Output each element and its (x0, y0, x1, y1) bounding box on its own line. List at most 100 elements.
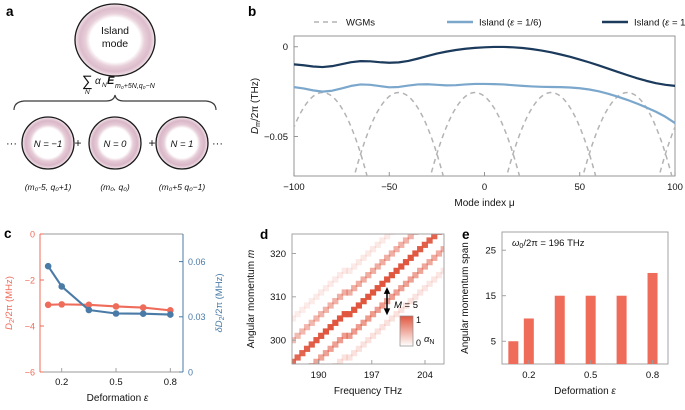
heatmap-cell (365, 315, 372, 322)
heatmap-cell (346, 267, 353, 274)
heatmap-cell (384, 276, 391, 283)
panel-b-chart: 0 −0.05 −100 −50 0 50 100 Mode index μ Dm/2π (TH… (232, 18, 685, 212)
heatmap-dots (292, 224, 451, 373)
m-span-annotation: M = 5 (394, 300, 418, 311)
ellipsis-right: ··· (212, 138, 223, 150)
heatmap-cell (445, 242, 451, 248)
heatmap-cell (328, 367, 334, 373)
heatmap-cell (313, 337, 320, 344)
component-label-2: N = 0 (104, 139, 128, 150)
x-axis-label: Mode index μ (454, 198, 514, 209)
component-caption-2: (m₀, q₀) (100, 182, 130, 192)
alpha-symbol: α (95, 76, 101, 87)
heatmap-cell (346, 311, 353, 318)
plus-sign-2: + (148, 136, 155, 150)
heatmap-cell (379, 302, 386, 309)
component-label-1: N = −1 (34, 139, 63, 150)
heatmap-cell (407, 254, 414, 261)
data-point (167, 311, 174, 318)
heatmap-cell (336, 315, 344, 322)
m-span-arrow (383, 287, 391, 316)
y-tick-label: 5 (491, 337, 496, 348)
heatmap-cell (417, 289, 424, 296)
heatmap-cell (308, 319, 315, 326)
bar (508, 341, 519, 364)
heatmap-cell (421, 241, 428, 248)
panel-d-label: d (260, 227, 269, 242)
data-point (139, 310, 147, 317)
heatmap-cell (379, 280, 386, 287)
series-line-left (48, 303, 171, 312)
x-axis-label: Deformation ε (87, 393, 149, 404)
x-tick-label: 0.5 (109, 377, 122, 388)
heatmap-cell (417, 224, 423, 230)
island-mode-label-line2: mode (102, 38, 128, 50)
component-circle-3 (155, 116, 209, 170)
heatmap-cell (327, 324, 334, 331)
heatmap-cell (421, 263, 428, 270)
frequency-annotation: ω0/2π = 196 THz (512, 238, 585, 250)
heatmap-cell (417, 246, 424, 253)
bar (616, 295, 627, 364)
x-axis-label: Frequency THz (334, 386, 402, 397)
heatmap-cell (388, 272, 395, 279)
y-tick-label: 310 (270, 292, 286, 303)
component-label-3: N = 1 (171, 139, 194, 150)
bar (554, 295, 565, 364)
heatmap-cell (369, 267, 377, 274)
legend-label: WGMs (346, 18, 375, 29)
wgm-arch-curve (232, 93, 319, 212)
heatmap-cell (303, 302, 311, 309)
heatmap-cell (369, 246, 377, 253)
panel-a-diagram: Island mode ∑ N α N E m₀+5N,q₀−N N = −1 … (6, 3, 223, 192)
heatmap-cell (407, 234, 414, 240)
panel-a: a Island mode ∑ (0, 0, 230, 212)
heatmap-cell (346, 332, 353, 339)
heatmap-cell (374, 241, 381, 248)
heatmap-cell (402, 259, 410, 266)
brace (13, 94, 217, 111)
panel-a-label: a (6, 4, 14, 19)
heatmap-cell (426, 259, 433, 266)
x-axis-label: Deformation ε (554, 386, 616, 397)
heatmap-cell (341, 267, 348, 274)
plot-frame (293, 35, 676, 177)
heatmap-cell (435, 272, 443, 279)
plus-sign-1: + (74, 136, 81, 150)
heatmap-cell (412, 272, 419, 279)
heatmap-cell (308, 341, 315, 348)
x-tick-label: 0.8 (646, 370, 659, 381)
y-tick-label-left: −4 (25, 321, 35, 331)
heatmap-cell (398, 263, 405, 270)
x-tick-label: −50 (381, 182, 397, 193)
heatmap-cell (327, 302, 334, 309)
panel-d: d 300 310 320 190 197 204 Frequency THz Angular… (232, 212, 454, 410)
heatmap-cell (412, 293, 419, 300)
heatmap-cell (412, 234, 419, 235)
panel-c: c 0 −2 −4 −6 0 0.03 0.06 0.2 0.5 0.8 Deformation ε… (0, 212, 232, 410)
y-axis-label: Angular momentum span (460, 242, 471, 354)
heatmap-cell (426, 280, 433, 287)
heatmap-cell (398, 306, 405, 313)
heatmap-cell (431, 276, 438, 283)
heatmap-cell (327, 280, 334, 287)
x-tick-label: 100 (667, 182, 683, 193)
heatmap-cell (393, 311, 400, 318)
bar (585, 295, 596, 364)
heatmap-cell (341, 289, 348, 296)
y-tick-label-left: 0 (30, 229, 35, 239)
heatmap-cell (384, 254, 391, 261)
y-axis-label: Dm/2π (THz) (250, 78, 262, 134)
island-mode-label-line1: Island (101, 25, 129, 37)
heatmap-cell (374, 306, 381, 313)
heatmap-cell (299, 306, 306, 313)
heatmap-cell (369, 332, 377, 339)
island-mode-circle (74, 3, 156, 77)
heatmap-cell (398, 241, 405, 248)
heatmap-cell (369, 289, 377, 296)
component-circle-2 (88, 116, 142, 170)
y-tick-label-right: 0 (188, 367, 193, 377)
x-tick-label: 0.2 (522, 370, 535, 381)
heatmap-cell (412, 250, 419, 257)
data-point (85, 301, 93, 309)
